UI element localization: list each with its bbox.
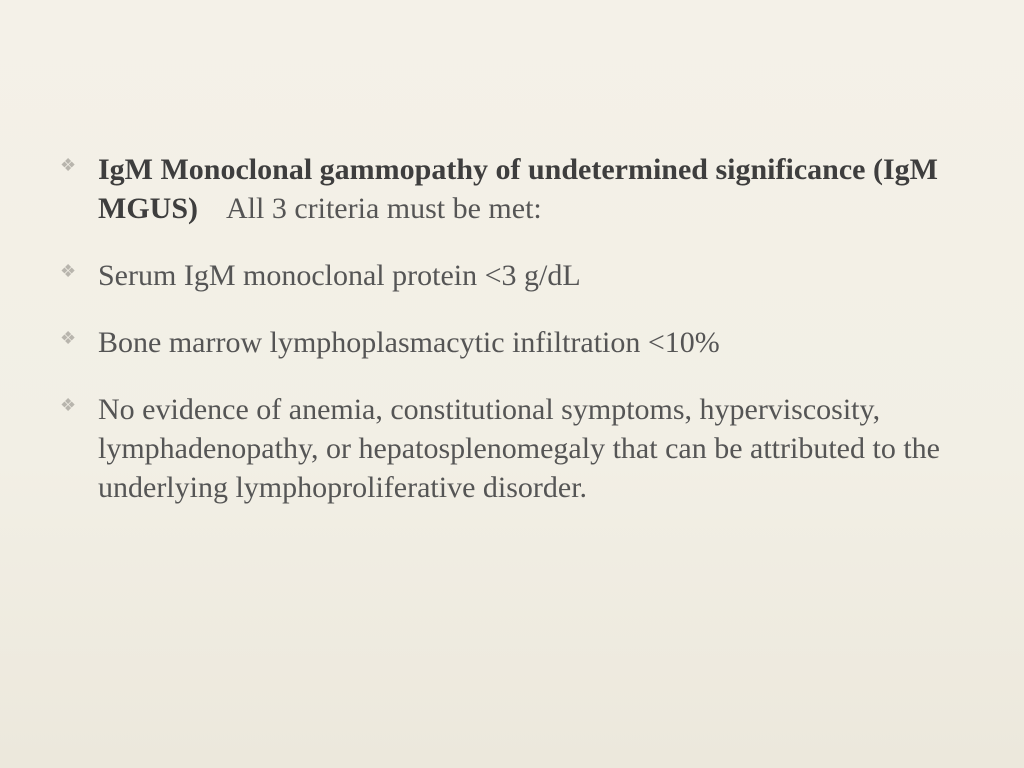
list-item: Serum IgM monoclonal protein <3 g/dL bbox=[60, 256, 964, 295]
list-item: Bone marrow lymphoplasmacytic infiltrati… bbox=[60, 323, 964, 362]
slide: IgM Monoclonal gammopathy of undetermine… bbox=[0, 0, 1024, 768]
bullet-list: IgM Monoclonal gammopathy of undetermine… bbox=[60, 150, 964, 507]
item-text: Bone marrow lymphoplasmacytic infiltrati… bbox=[98, 326, 720, 359]
item-text: Serum IgM monoclonal protein <3 g/dL bbox=[98, 259, 581, 292]
list-item: No evidence of anemia, constitutional sy… bbox=[60, 390, 964, 507]
item-text: No evidence of anemia, constitutional sy… bbox=[98, 393, 940, 504]
item-text: All 3 criteria must be met: bbox=[226, 192, 542, 225]
list-item: IgM Monoclonal gammopathy of undetermine… bbox=[60, 150, 964, 228]
